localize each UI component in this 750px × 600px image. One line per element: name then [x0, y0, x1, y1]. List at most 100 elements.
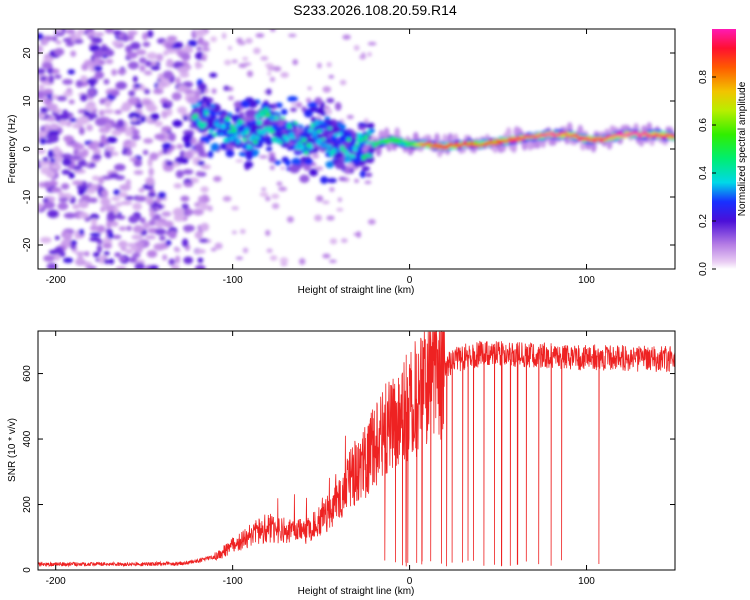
noise-blob [111, 129, 122, 136]
noise-blob [280, 71, 289, 78]
noise-blob [54, 246, 64, 254]
noise-blob [128, 256, 138, 264]
noise-blob [131, 117, 137, 122]
noise-blob [138, 187, 145, 193]
ridge-core [437, 143, 443, 147]
noise-blob [182, 169, 194, 175]
noise-blob [342, 34, 351, 40]
ridge-core [240, 121, 245, 124]
noise-blob [231, 206, 239, 211]
noise-blob [154, 133, 166, 140]
noise-blob [295, 101, 303, 108]
noise-blob [38, 90, 46, 100]
noise-blob [88, 197, 98, 203]
noise-blob [44, 123, 50, 133]
noise-blob [98, 176, 105, 185]
top-y-axis-label: Frequency (Hz) [7, 115, 18, 184]
noise-blob [242, 62, 252, 66]
ridge-core [363, 134, 369, 141]
noise-blob [165, 239, 172, 246]
noise-blob [172, 207, 185, 217]
noise-blob [140, 115, 146, 123]
ridge-core [233, 134, 239, 138]
noise-blob [85, 189, 96, 194]
noise-blob [163, 220, 174, 228]
noise-blob [270, 29, 276, 32]
ridge-core [327, 127, 332, 130]
noise-blob [329, 187, 335, 192]
noise-blob [91, 37, 103, 44]
noise-blob [98, 109, 105, 117]
noise-blob [337, 197, 343, 202]
signal-blob [338, 176, 347, 182]
noise-blob [183, 150, 194, 160]
noise-blob [39, 137, 46, 145]
noise-blob [162, 254, 168, 261]
noise-blob [47, 149, 54, 158]
noise-blob [120, 105, 131, 112]
ridge-core [405, 144, 411, 147]
noise-blob [111, 40, 123, 47]
ridge-core [263, 107, 269, 114]
ridge-core [242, 137, 248, 143]
ridge-core [290, 138, 297, 143]
noise-blob [94, 32, 105, 37]
ridge-core [444, 146, 449, 150]
noise-blob [197, 257, 204, 264]
noise-blob [99, 255, 105, 265]
noise-blob [46, 103, 58, 111]
noise-blob [161, 126, 173, 132]
noise-blob [124, 195, 134, 201]
ridge-core [197, 120, 203, 127]
noise-blob [38, 161, 49, 167]
ridge-core [229, 136, 235, 141]
noise-blob [115, 266, 127, 269]
x-tick-label: 0 [407, 576, 413, 587]
noise-blob [50, 164, 62, 170]
ridge-core [671, 135, 675, 138]
noise-blob [70, 50, 77, 57]
noise-blob [200, 222, 210, 232]
noise-blob [186, 96, 197, 104]
noise-blob [70, 155, 83, 160]
noise-blob [125, 179, 131, 187]
top-x-axis-label: Height of straight line (km) [298, 285, 415, 296]
ridge-core [256, 120, 263, 126]
noise-blob [278, 186, 288, 192]
noise-blob [268, 152, 276, 157]
colorbar: 0.0 0.2 0.4 0.6 0.8 Normalized spectral ampl… [698, 29, 748, 276]
noise-blob [124, 142, 133, 149]
colorbar-tick-label: 0.6 [698, 118, 709, 132]
noise-blob [166, 100, 173, 107]
noise-blob [101, 189, 109, 197]
noise-blob [128, 90, 136, 97]
noise-blob [93, 56, 99, 64]
noise-blob [107, 231, 114, 240]
noise-blob [187, 39, 198, 47]
ridge-core [431, 144, 436, 148]
ridge-core [616, 133, 621, 137]
ridge-core [255, 113, 260, 120]
noise-blob [340, 238, 348, 243]
ridge-core [225, 116, 231, 122]
noise-blob [158, 218, 167, 223]
noise-blob [104, 122, 112, 131]
noise-blob [271, 203, 280, 210]
ridge-core [369, 140, 375, 144]
noise-blob [93, 49, 105, 59]
noise-blob [154, 120, 163, 127]
ridge-core [286, 123, 292, 130]
noise-blob [132, 225, 144, 234]
noise-blob [174, 247, 181, 253]
noise-blob [194, 248, 206, 254]
noise-blob [201, 40, 210, 48]
ridge-core [324, 138, 331, 143]
noise-blob [182, 134, 192, 143]
ridge-core [511, 137, 517, 140]
noise-blob [148, 264, 159, 269]
noise-blob [70, 33, 77, 42]
noise-blob [100, 207, 106, 213]
ridge-core [320, 138, 326, 141]
noise-blob [317, 62, 322, 69]
signal-blob [265, 146, 273, 152]
